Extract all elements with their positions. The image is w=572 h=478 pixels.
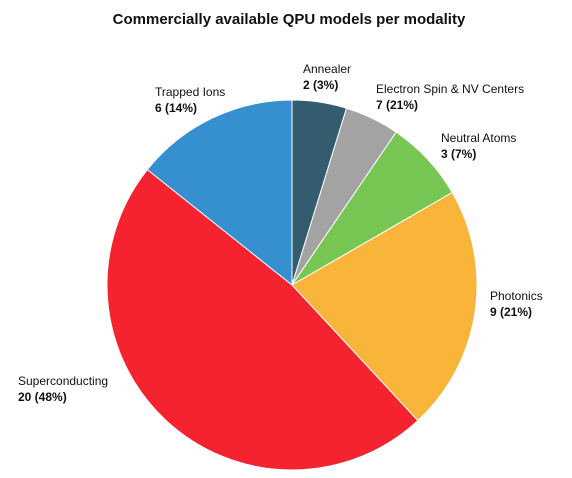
slice-label-neutral-atoms: Neutral Atoms (441, 131, 516, 145)
slice-label-photonics: Photonics (490, 289, 543, 303)
slice-value-photonics: 9 (21%) (490, 305, 532, 319)
pie-slices (106, 99, 478, 471)
slice-value-electron-spin-and-nv-centers: 7 (21%) (376, 98, 418, 112)
slice-value-neutral-atoms: 3 (7%) (441, 147, 476, 161)
slice-photonics (291, 191, 478, 422)
slice-label-trapped-ions: Trapped Ions (155, 85, 225, 99)
slice-label-electron-spin-and-nv-centers: Electron Spin & NV Centers (376, 82, 524, 96)
slice-label-superconducting: Superconducting (18, 374, 108, 388)
slice-label-annealer: Annealer (303, 62, 351, 76)
slice-superconducting (106, 168, 419, 471)
pie-labels: Annealer 2 (3%) Electron Spin & NV Centers… (18, 62, 543, 404)
chart-title: Commercially available QPU models per mo… (113, 11, 466, 28)
slice-value-superconducting: 20 (48%) (18, 390, 67, 404)
slice-trapped-ions (146, 99, 293, 287)
slice-value-trapped-ions: 6 (14%) (155, 101, 197, 115)
slice-value-annealer: 2 (3%) (303, 78, 338, 92)
